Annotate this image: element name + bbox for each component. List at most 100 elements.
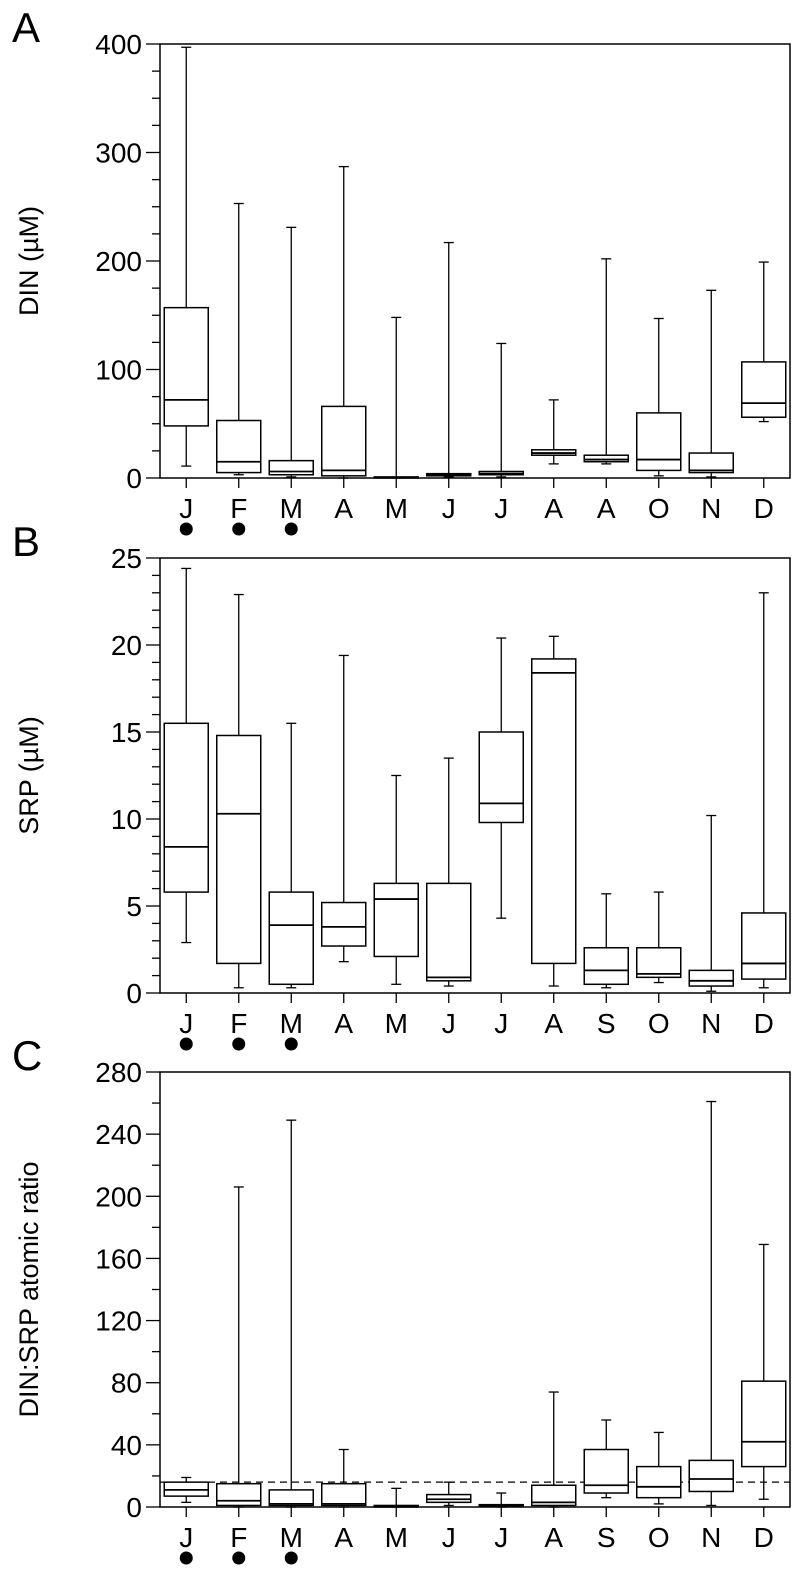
box-iqr [688, 1459, 734, 1493]
x-category-label: M [385, 1008, 408, 1039]
y-tick-label: 10 [111, 804, 142, 835]
y-tick-label: 120 [95, 1306, 142, 1337]
box-plot-12 [741, 1243, 787, 1500]
box-plot-1 [163, 1476, 209, 1503]
y-tick-label: 15 [111, 717, 142, 748]
x-category-label: M [385, 493, 408, 524]
y-tick-label: 80 [111, 1368, 142, 1399]
box-plot-11 [688, 814, 734, 992]
x-category-label: A [544, 1008, 563, 1039]
x-category-label: F [230, 1008, 247, 1039]
box-plot-2 [216, 1186, 262, 1508]
x-category-label: F [230, 493, 247, 524]
y-tick-label: 200 [95, 1181, 142, 1212]
box-iqr [636, 412, 682, 472]
x-category-label: O [648, 493, 670, 524]
y-tick-label: 0 [126, 978, 142, 1009]
box-iqr [478, 731, 524, 824]
y-axis-title: DIN:SRP atomic ratio [14, 1161, 44, 1417]
y-tick-label: 0 [126, 1492, 142, 1523]
y-tick-label: 25 [111, 543, 142, 574]
box-plot-6 [426, 1481, 472, 1507]
box-plot-1 [163, 567, 209, 944]
x-category-label: D [754, 493, 774, 524]
box-plot-1 [163, 46, 209, 467]
box-plot-4 [321, 1448, 367, 1508]
box-plot-11 [688, 289, 734, 478]
plot-frame [159, 43, 791, 479]
y-tick-label: 40 [111, 1430, 142, 1461]
x-category-label: J [494, 493, 508, 524]
x-category-label: F [230, 1522, 247, 1553]
box-plot-11 [688, 1100, 734, 1507]
chart-panel-c: C 0 40 80 120 160 200 240 280 DIN:SRP atomic rati… [12, 1032, 791, 1565]
box-iqr [426, 882, 472, 982]
x-category-label: J [442, 1008, 456, 1039]
x-category-label: N [701, 493, 721, 524]
category-marker-dot [179, 1037, 193, 1051]
x-category-label: M [385, 1522, 408, 1553]
panel-letter: C [12, 1032, 42, 1079]
x-category-label: M [280, 493, 303, 524]
box-iqr [531, 658, 577, 965]
box-plot-4 [321, 654, 367, 963]
x-category-label: A [597, 493, 616, 524]
box-plot-7 [478, 637, 524, 919]
box-plot-2 [216, 593, 262, 989]
y-tick-label: 240 [95, 1119, 142, 1150]
box-iqr [163, 306, 209, 427]
box-iqr [583, 1448, 629, 1494]
x-category-label: J [179, 1522, 193, 1553]
box-plot-5 [373, 774, 419, 985]
box-plot-3 [268, 722, 314, 989]
x-category-label: A [334, 1008, 353, 1039]
category-marker-dot [284, 1037, 298, 1051]
box-plot-9 [583, 258, 629, 465]
x-category-label: O [648, 1008, 670, 1039]
y-tick-label: 400 [95, 29, 142, 60]
box-iqr [636, 947, 682, 979]
box-plot-7 [478, 342, 524, 478]
y-tick-label: 160 [95, 1243, 142, 1274]
y-axis-title: SRP (µM) [14, 716, 44, 835]
y-tick-label: 200 [95, 246, 142, 277]
box-plot-2 [216, 202, 262, 476]
box-plot-9 [583, 1419, 629, 1499]
x-category-label: J [442, 1522, 456, 1553]
x-category-label: J [179, 493, 193, 524]
panel-letter: A [12, 4, 40, 51]
plot-frame [159, 1071, 791, 1508]
x-category-label: S [597, 1008, 616, 1039]
box-plot-12 [741, 592, 787, 989]
box-plot-7 [478, 1492, 524, 1508]
box-iqr [216, 419, 262, 474]
box-iqr [321, 405, 367, 477]
box-plot-8 [531, 635, 577, 987]
x-category-label: D [754, 1522, 774, 1553]
box-plot-8 [531, 1391, 577, 1508]
box-plot-5 [373, 316, 419, 479]
y-axis-title: DIN (µM) [14, 206, 44, 316]
box-plot-10 [636, 891, 682, 984]
category-marker-dot [232, 522, 246, 536]
box-iqr [688, 452, 734, 474]
x-category-label: D [754, 1008, 774, 1039]
x-category-label: M [280, 1522, 303, 1553]
x-category-label: J [442, 493, 456, 524]
box-iqr [636, 1465, 682, 1499]
y-tick-label: 0 [126, 463, 142, 494]
y-tick-label: 100 [95, 355, 142, 386]
box-iqr [268, 891, 314, 986]
box-iqr [583, 454, 629, 463]
category-marker-dot [179, 522, 193, 536]
x-category-label: A [544, 1522, 563, 1553]
plot-frame [159, 557, 791, 994]
box-iqr [268, 459, 314, 476]
box-iqr [216, 734, 262, 965]
box-iqr [741, 912, 787, 980]
box-plot-3 [268, 226, 314, 478]
box-iqr [321, 1482, 367, 1507]
box-plot-5 [373, 1487, 419, 1508]
